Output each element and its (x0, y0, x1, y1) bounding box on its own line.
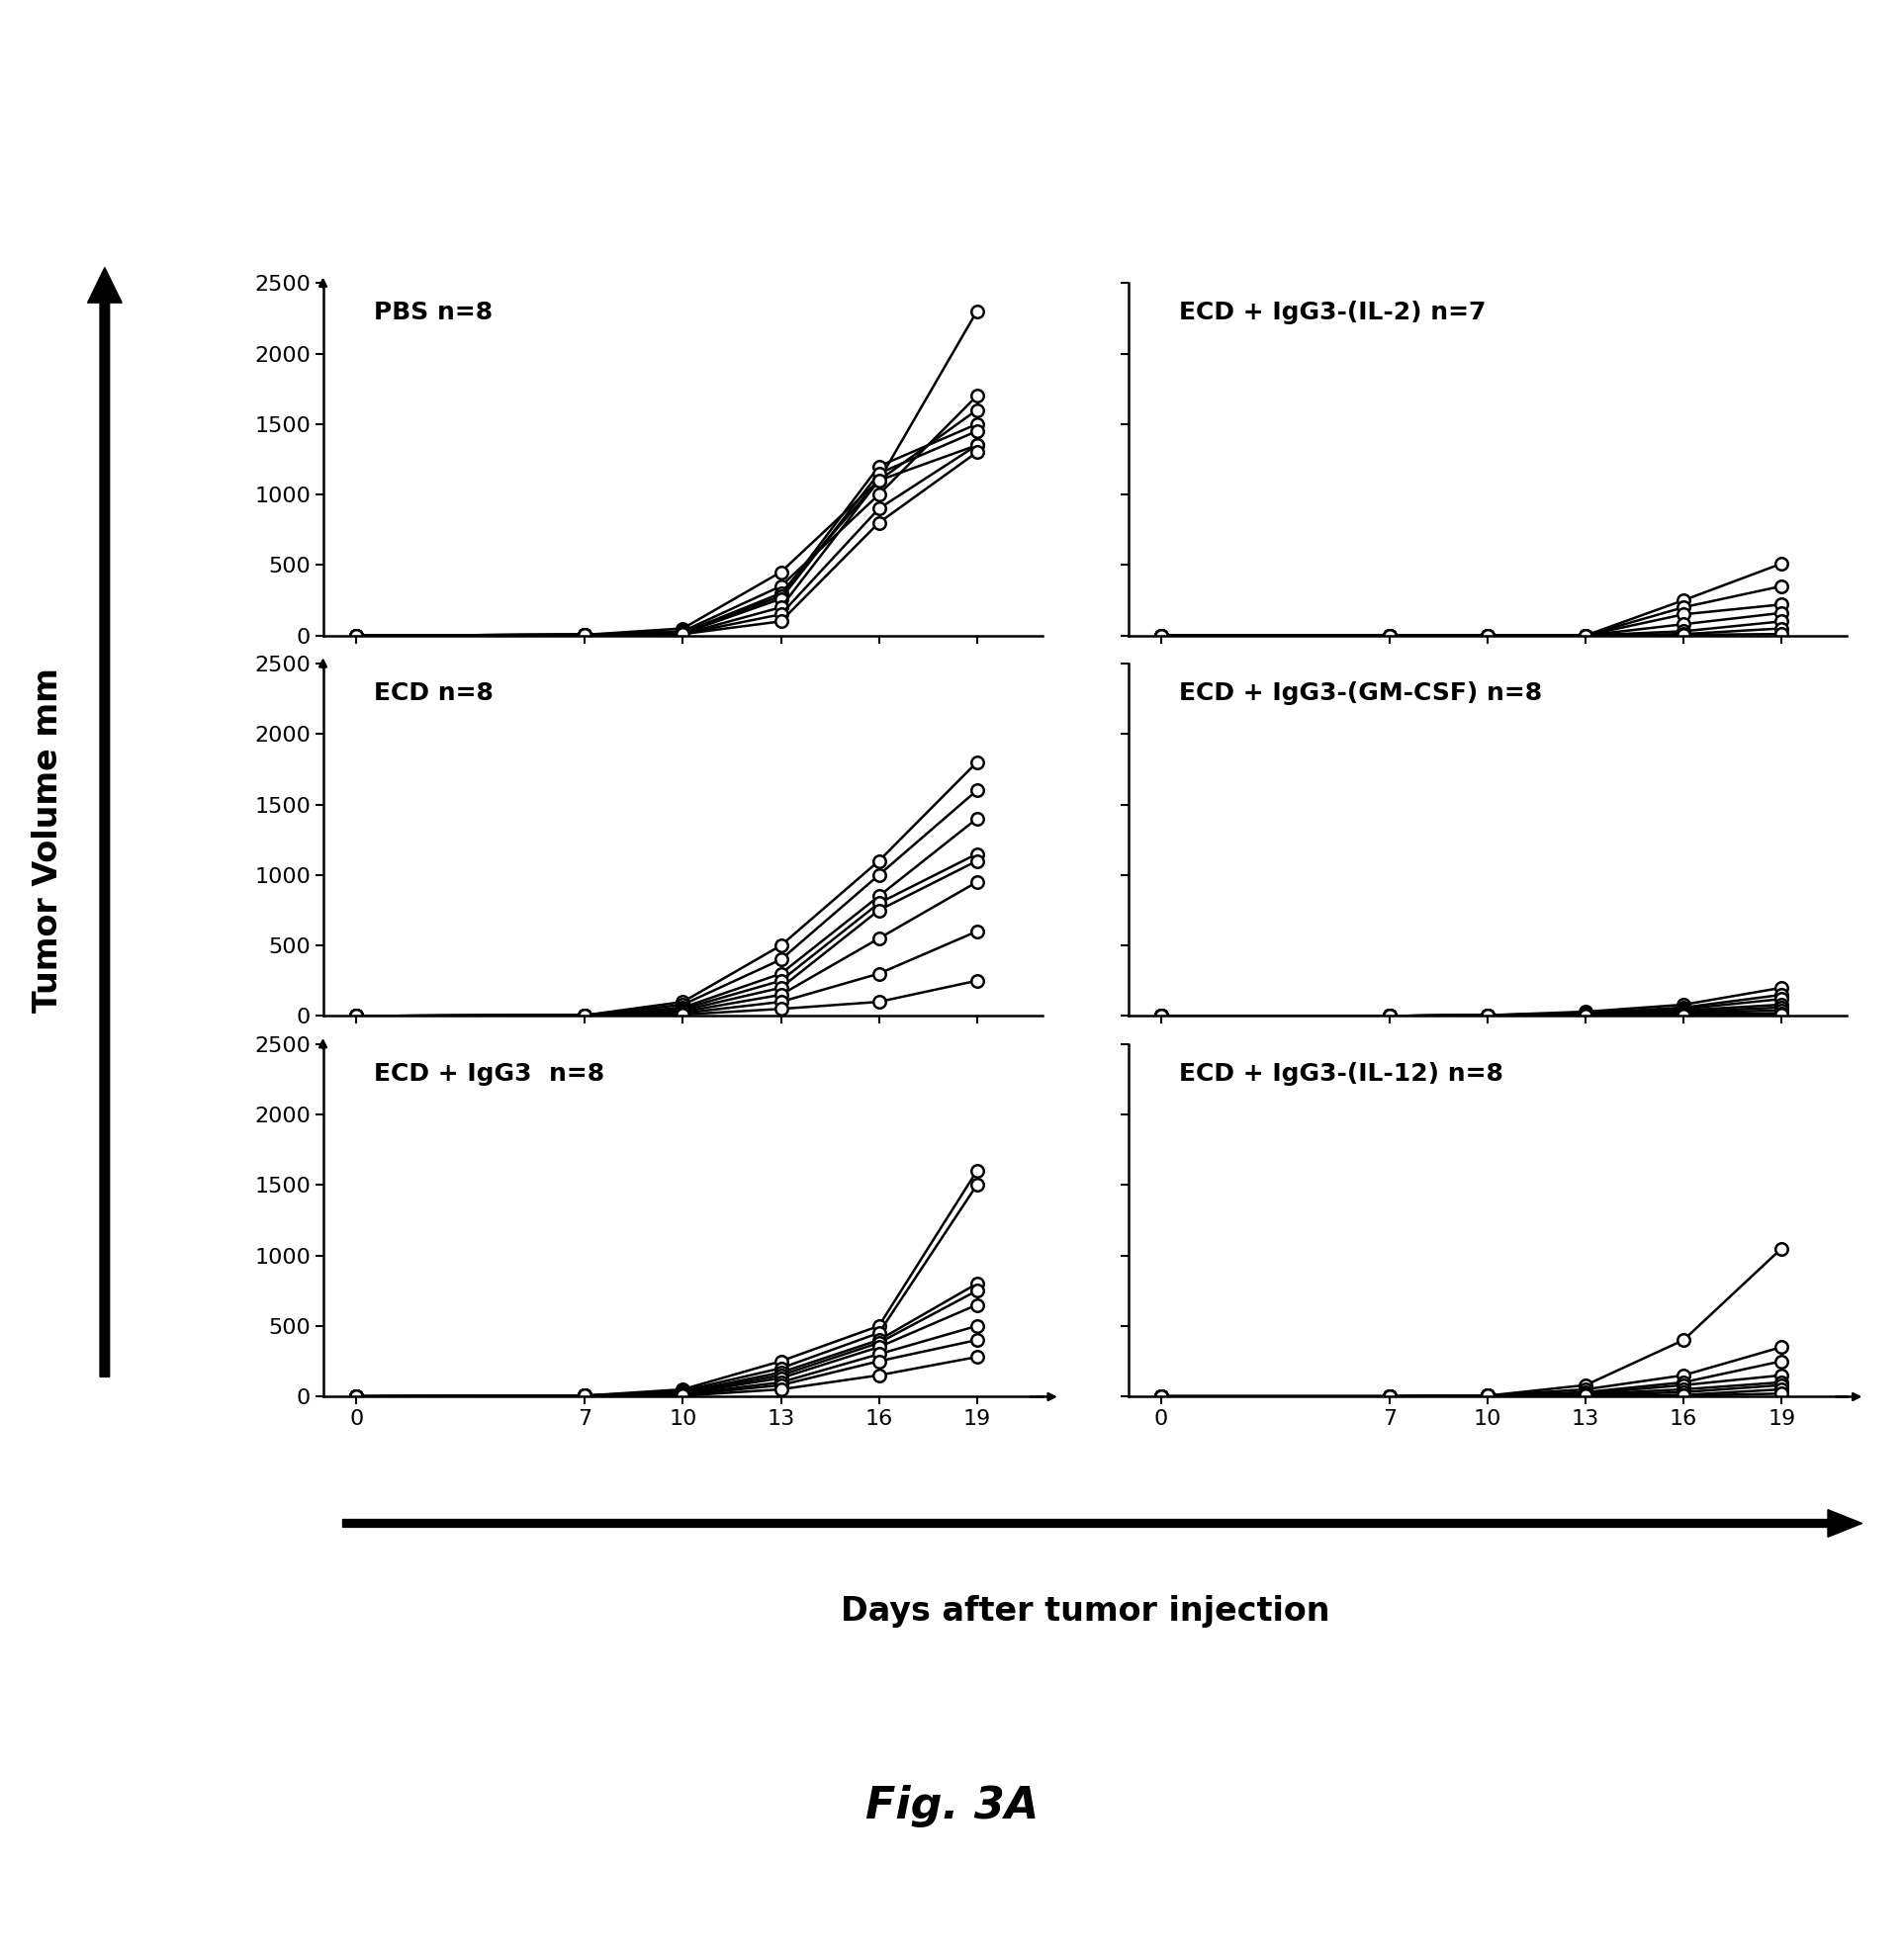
Text: PBS n=8: PBS n=8 (373, 301, 493, 324)
Text: ECD + IgG3-(IL-2) n=7: ECD + IgG3-(IL-2) n=7 (1179, 301, 1485, 324)
Text: ECD n=8: ECD n=8 (373, 682, 493, 705)
Text: Days after tumor injection: Days after tumor injection (842, 1596, 1329, 1627)
Text: ECD + IgG3  n=8: ECD + IgG3 n=8 (373, 1062, 605, 1086)
Text: ECD + IgG3-(GM-CSF) n=8: ECD + IgG3-(GM-CSF) n=8 (1179, 682, 1542, 705)
Text: ECD + IgG3-(IL-12) n=8: ECD + IgG3-(IL-12) n=8 (1179, 1062, 1502, 1086)
Text: Tumor Volume mm: Tumor Volume mm (30, 668, 65, 1012)
Text: Fig. 3A: Fig. 3A (864, 1785, 1040, 1828)
